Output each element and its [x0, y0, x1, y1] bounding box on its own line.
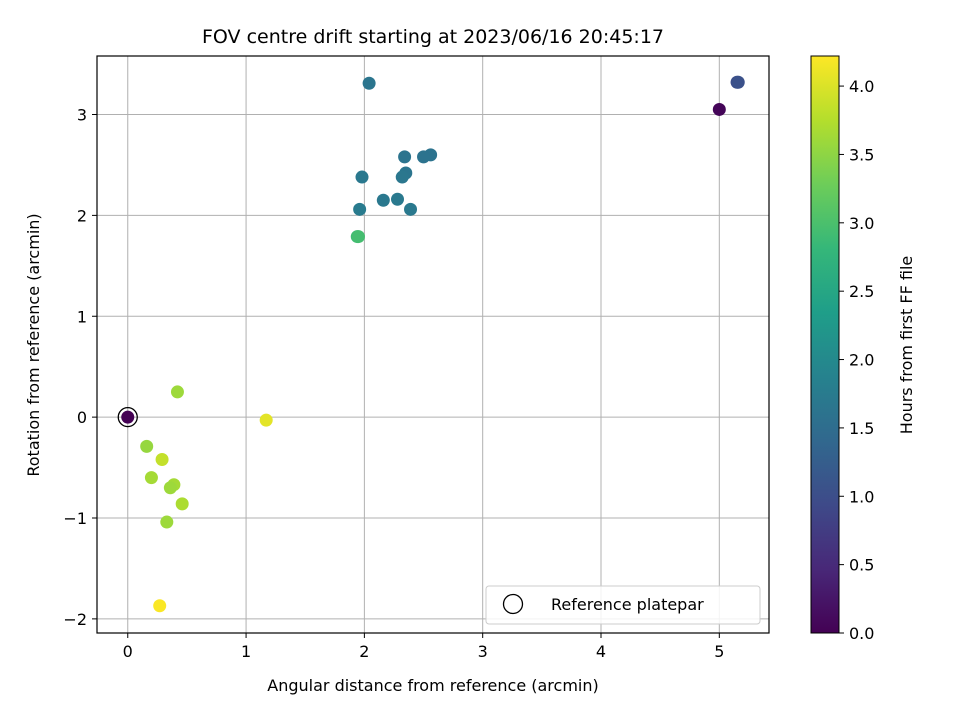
legend-box — [485, 585, 761, 625]
colorbar-tick-label: 1.0 — [849, 487, 874, 506]
colorbar-tick-label: 0.0 — [849, 624, 874, 643]
y-tick-label: 0 — [77, 408, 87, 427]
data-points — [121, 75, 745, 613]
scatter-point — [140, 439, 154, 453]
colorbar-tick-label: 1.5 — [849, 419, 874, 438]
x-tick-label: 4 — [596, 642, 606, 661]
scatter-point — [121, 410, 135, 424]
colorbar-tick-label: 3.5 — [849, 145, 874, 164]
scatter-point — [362, 76, 376, 90]
scatter-point — [160, 515, 174, 529]
scatter-point — [417, 150, 431, 164]
colorbar-label: Hours from first FF file — [897, 256, 916, 435]
x-tick-label: 1 — [241, 642, 251, 661]
y-tick-label: 2 — [77, 206, 87, 225]
scatter-point — [170, 385, 184, 399]
colorbar-tick-label: 2.5 — [849, 282, 874, 301]
y-tick-label: −1 — [63, 509, 87, 528]
scatter-point — [351, 230, 365, 244]
colorbar-tick-label: 0.5 — [849, 556, 874, 575]
scatter-point — [175, 497, 189, 511]
x-tick-label: 3 — [478, 642, 488, 661]
scatter-point — [404, 202, 418, 216]
scatter-point — [353, 202, 367, 216]
scatter-point — [144, 471, 158, 485]
y-tick-label: −2 — [63, 610, 87, 629]
grid-lines — [97, 56, 769, 633]
colorbar-ticks: 0.0 0.5 1.0 1.5 2.0 2.5 3.0 3.5 4.0 — [839, 77, 874, 643]
scatter-point — [712, 102, 726, 116]
colorbar — [810, 55, 840, 634]
x-tick-label: 5 — [714, 642, 724, 661]
legend: Reference platepar — [485, 585, 761, 625]
y-axis-ticks: −2 −1 0 1 2 3 — [63, 106, 97, 629]
y-tick-label: 3 — [77, 106, 87, 125]
colorbar-tick-label: 2.0 — [849, 351, 874, 370]
colorbar-tick-label: 4.0 — [849, 77, 874, 96]
reference-marker-layer — [117, 406, 138, 428]
scatter-point — [376, 193, 390, 207]
scatter-point — [398, 150, 412, 164]
scatter-point — [355, 170, 369, 184]
y-axis-label: Rotation from reference (arcmin) — [24, 213, 43, 476]
scatter-point — [395, 170, 409, 184]
scatter-point — [163, 481, 177, 495]
scatter-point — [153, 599, 167, 613]
chart-title: FOV centre drift starting at 2023/06/16 … — [202, 26, 664, 48]
scatter-point — [155, 452, 169, 466]
legend-entry-reference: Reference platepar — [551, 595, 704, 614]
plot-area-frame — [96, 55, 770, 634]
legend-marker-reference — [502, 593, 524, 615]
colorbar-tick-label: 3.0 — [849, 214, 874, 233]
x-tick-label: 0 — [123, 642, 133, 661]
x-tick-label: 2 — [359, 642, 369, 661]
reference-platepar-marker — [117, 406, 138, 428]
scatter-point — [731, 75, 745, 89]
x-axis-ticks: 0 1 2 3 4 5 — [123, 633, 724, 661]
scatter-point — [259, 413, 273, 427]
x-axis-label: Angular distance from reference (arcmin) — [267, 676, 598, 695]
scatter-point — [391, 192, 405, 206]
y-tick-label: 1 — [77, 307, 87, 326]
